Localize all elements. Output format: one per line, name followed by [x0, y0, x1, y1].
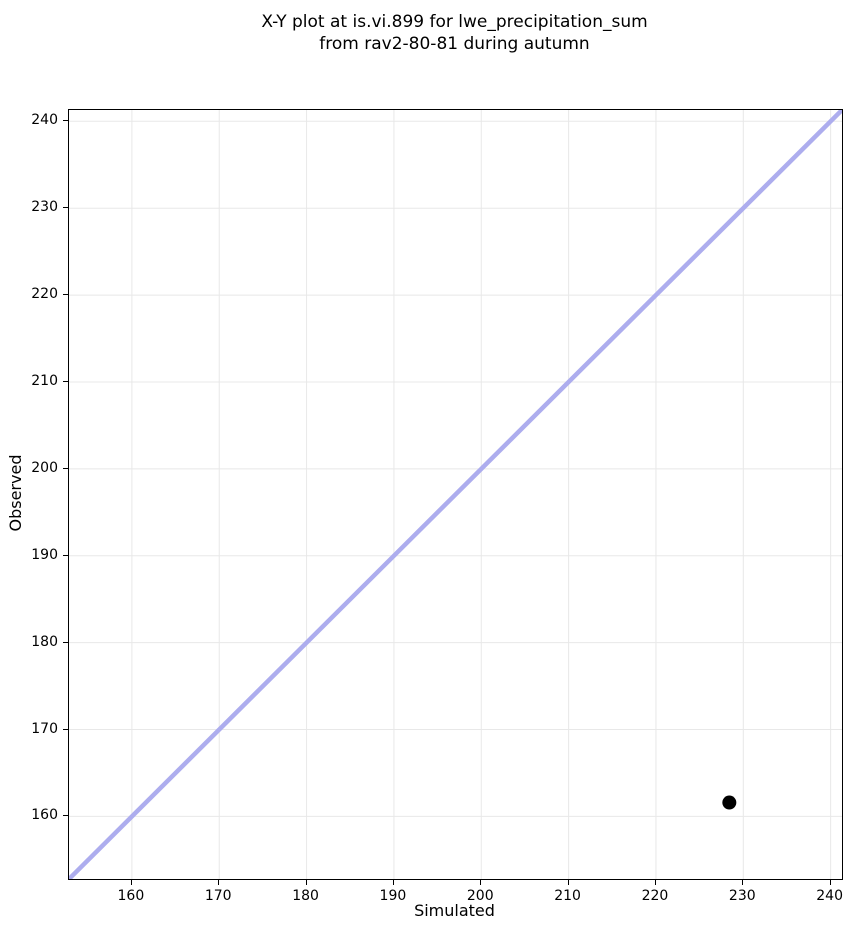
x-tick-label: 190: [379, 888, 407, 904]
y-tick-mark: [63, 728, 68, 730]
chart-title: X-Y plot at is.vi.899 for lwe_precipitat…: [68, 11, 841, 55]
plot-canvas: [69, 110, 842, 879]
x-tick-mark: [130, 880, 132, 885]
chart-title-line2: from rav2-80-81 during autumn: [319, 34, 590, 54]
y-tick-label: 200: [31, 459, 58, 476]
plot-area: [68, 109, 843, 880]
y-tick-label: 180: [31, 633, 58, 650]
y-tick-mark: [63, 294, 68, 296]
y-tick-mark: [63, 815, 68, 817]
x-tick-mark: [829, 880, 831, 885]
data-point-marker: [722, 795, 737, 810]
y-axis-label: Observed: [6, 454, 25, 532]
y-tick-mark: [63, 554, 68, 556]
x-tick-mark: [305, 880, 307, 885]
x-tick-label: 200: [466, 888, 494, 904]
x-tick-mark: [742, 880, 744, 885]
y-tick-mark: [63, 120, 68, 122]
y-tick-label: 230: [31, 199, 58, 216]
y-tick-label: 190: [31, 546, 58, 563]
x-tick-label: 170: [204, 888, 232, 904]
x-tick-mark: [480, 880, 482, 885]
y-tick-label: 160: [31, 807, 58, 824]
y-tick-label: 210: [31, 372, 58, 389]
x-tick-label: 160: [117, 888, 145, 904]
y-tick-label: 240: [31, 112, 58, 129]
x-tick-label: 180: [292, 888, 319, 904]
x-axis-label: Simulated: [414, 901, 495, 920]
x-tick-label: 220: [641, 888, 669, 904]
y-tick-label: 220: [31, 286, 58, 303]
y-tick-mark: [63, 641, 68, 643]
x-tick-mark: [567, 880, 569, 885]
x-tick-mark: [654, 880, 656, 885]
y-tick-mark: [63, 467, 68, 469]
chart-title-line1: X-Y plot at is.vi.899 for lwe_precipitat…: [261, 12, 648, 32]
x-tick-label: 240: [816, 888, 843, 904]
y-tick-mark: [63, 380, 68, 382]
x-tick-mark: [392, 880, 394, 885]
x-tick-label: 210: [554, 888, 581, 904]
identity-line: [69, 110, 842, 879]
y-tick-mark: [63, 207, 68, 209]
x-tick-label: 230: [728, 888, 756, 904]
x-tick-mark: [218, 880, 220, 885]
y-tick-label: 170: [31, 720, 58, 737]
